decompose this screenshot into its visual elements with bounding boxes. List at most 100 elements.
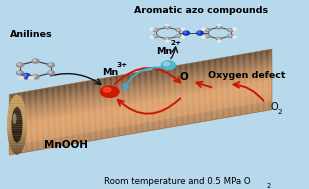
Circle shape: [176, 29, 181, 32]
Polygon shape: [9, 107, 272, 153]
Polygon shape: [9, 100, 272, 146]
Polygon shape: [9, 63, 272, 110]
Polygon shape: [9, 57, 272, 104]
Polygon shape: [8, 137, 26, 138]
Circle shape: [153, 34, 158, 38]
Polygon shape: [12, 130, 22, 132]
Circle shape: [19, 77, 24, 80]
Text: Mn: Mn: [156, 46, 172, 56]
Text: Aromatic azo compounds: Aromatic azo compounds: [134, 6, 268, 15]
Polygon shape: [9, 101, 272, 147]
Polygon shape: [9, 72, 272, 119]
Polygon shape: [7, 116, 27, 117]
Circle shape: [154, 29, 156, 30]
Polygon shape: [7, 117, 27, 119]
Polygon shape: [9, 84, 272, 131]
Polygon shape: [12, 114, 22, 116]
Circle shape: [218, 26, 219, 27]
Circle shape: [150, 28, 153, 30]
Polygon shape: [9, 98, 272, 144]
Polygon shape: [7, 129, 27, 131]
Circle shape: [48, 63, 54, 67]
Polygon shape: [9, 74, 272, 121]
Circle shape: [17, 63, 23, 67]
Circle shape: [217, 37, 222, 40]
Polygon shape: [9, 104, 272, 150]
Polygon shape: [13, 152, 21, 153]
Circle shape: [177, 29, 179, 30]
Polygon shape: [11, 119, 23, 121]
Polygon shape: [9, 109, 272, 155]
Polygon shape: [7, 132, 27, 134]
Text: O: O: [180, 72, 188, 81]
Polygon shape: [9, 64, 272, 111]
Polygon shape: [7, 119, 27, 120]
Polygon shape: [9, 66, 272, 113]
Circle shape: [22, 74, 30, 79]
Polygon shape: [9, 108, 272, 154]
Polygon shape: [12, 118, 22, 119]
Polygon shape: [11, 123, 23, 125]
Circle shape: [228, 34, 233, 38]
Polygon shape: [7, 134, 27, 135]
Polygon shape: [9, 79, 272, 126]
Circle shape: [229, 29, 231, 30]
Polygon shape: [9, 144, 25, 146]
Circle shape: [32, 59, 39, 63]
Polygon shape: [9, 85, 272, 132]
Polygon shape: [9, 92, 272, 139]
Polygon shape: [9, 104, 25, 105]
Circle shape: [197, 31, 203, 35]
Polygon shape: [9, 52, 272, 98]
Circle shape: [161, 61, 176, 70]
Circle shape: [181, 36, 184, 38]
Polygon shape: [9, 65, 272, 112]
Circle shape: [23, 74, 27, 76]
Polygon shape: [9, 53, 272, 100]
Polygon shape: [9, 82, 272, 129]
Polygon shape: [13, 110, 21, 112]
Polygon shape: [11, 128, 23, 130]
Polygon shape: [11, 149, 23, 150]
Polygon shape: [9, 83, 272, 130]
Polygon shape: [9, 107, 25, 108]
Polygon shape: [12, 116, 22, 118]
Polygon shape: [11, 125, 23, 127]
Circle shape: [18, 71, 20, 73]
Polygon shape: [11, 99, 23, 101]
Circle shape: [233, 28, 236, 30]
Polygon shape: [9, 91, 272, 138]
Circle shape: [202, 28, 205, 30]
Polygon shape: [9, 78, 272, 125]
Polygon shape: [8, 110, 26, 111]
Polygon shape: [9, 70, 272, 117]
Text: Anilines: Anilines: [10, 30, 52, 39]
Circle shape: [198, 32, 200, 33]
Polygon shape: [8, 140, 26, 141]
Circle shape: [49, 71, 51, 73]
Polygon shape: [9, 58, 272, 105]
Polygon shape: [9, 105, 272, 151]
Polygon shape: [9, 71, 272, 118]
Polygon shape: [15, 107, 19, 108]
Polygon shape: [9, 76, 272, 123]
Polygon shape: [7, 123, 27, 125]
Polygon shape: [13, 136, 21, 137]
Text: 2+: 2+: [171, 40, 182, 46]
Text: MnOOH: MnOOH: [44, 140, 88, 149]
Polygon shape: [7, 120, 27, 122]
Circle shape: [33, 75, 36, 77]
Circle shape: [164, 62, 169, 66]
Polygon shape: [7, 114, 27, 116]
Polygon shape: [7, 126, 27, 128]
Circle shape: [104, 88, 111, 92]
Polygon shape: [15, 141, 19, 143]
Polygon shape: [8, 113, 26, 114]
Polygon shape: [11, 147, 23, 149]
Polygon shape: [9, 88, 272, 134]
Circle shape: [181, 28, 184, 30]
Circle shape: [166, 24, 169, 26]
Polygon shape: [9, 94, 272, 140]
Text: 2: 2: [266, 183, 271, 189]
Circle shape: [177, 35, 179, 36]
